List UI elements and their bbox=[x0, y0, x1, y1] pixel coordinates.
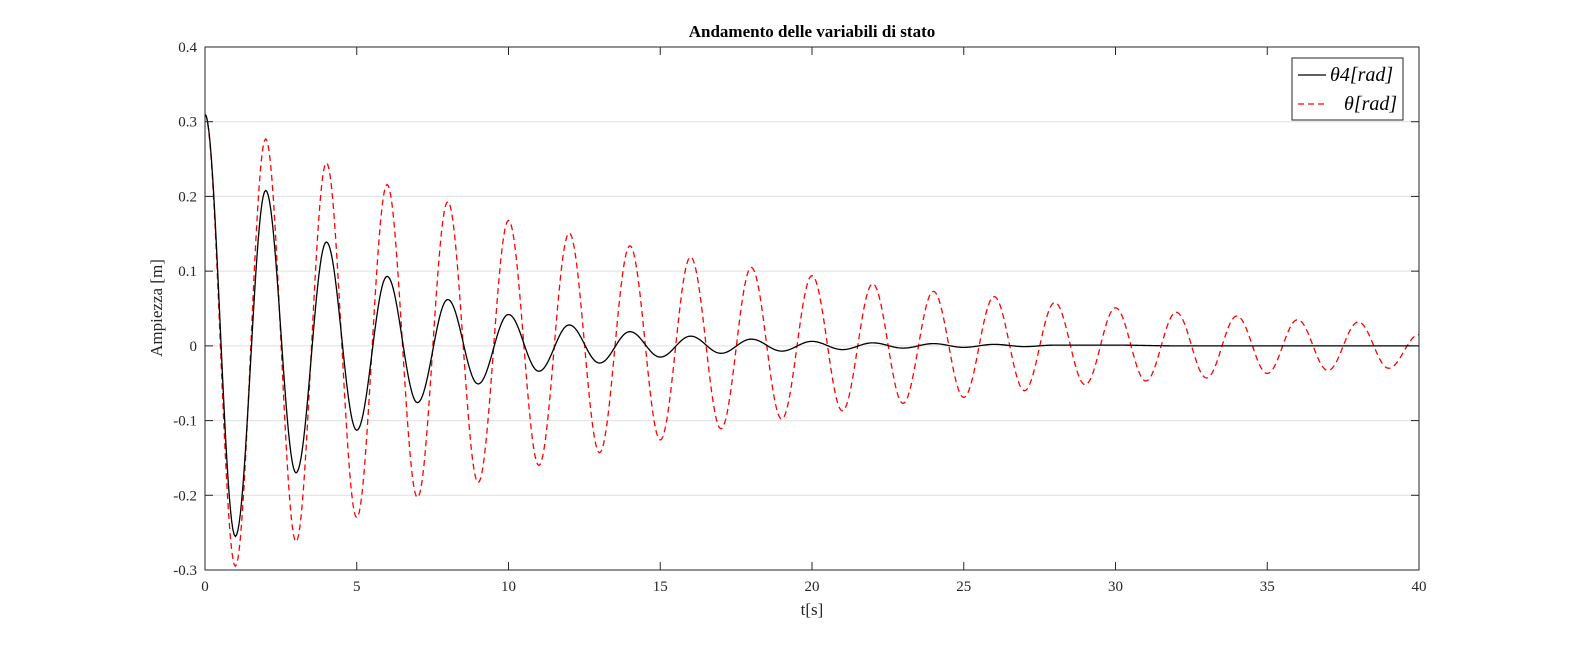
y-tick-label: 0 bbox=[190, 339, 198, 355]
grid bbox=[205, 121, 1419, 496]
y-tick-label: -0.3 bbox=[173, 563, 197, 579]
x-tick-label: 5 bbox=[353, 579, 361, 595]
x-tick-label: 25 bbox=[956, 579, 971, 595]
chart-title: Andamento delle variabili di stato bbox=[689, 22, 936, 41]
x-tick-label: 40 bbox=[1412, 579, 1427, 595]
series-line-theta bbox=[204, 113, 1420, 568]
y-tick-label: -0.2 bbox=[173, 488, 197, 504]
y-tick-label: 0.1 bbox=[178, 264, 197, 280]
ticks: -0.3 -0.2 -0.1 0 0.1 0.2 0.3 0.4 0 5 10 15 20 25 30 35 4… bbox=[173, 40, 1426, 595]
x-tick-label: 35 bbox=[1260, 579, 1275, 595]
x-axis-label: t[s] bbox=[801, 600, 824, 619]
x-tick-label: 0 bbox=[201, 579, 209, 595]
legend-entry-theta: θ[rad] bbox=[1344, 93, 1397, 115]
y-tick-label: -0.1 bbox=[173, 414, 197, 430]
series-line-theta4 bbox=[204, 113, 1419, 538]
series-layer bbox=[204, 113, 1420, 568]
y-tick-label: 0.4 bbox=[178, 40, 197, 56]
x-tick-label: 10 bbox=[501, 579, 516, 595]
y-axis-label: Ampiezza [m] bbox=[147, 259, 166, 357]
x-tick-label: 30 bbox=[1108, 579, 1123, 595]
legend: θ4[rad] θ[rad] bbox=[1291, 57, 1404, 121]
y-tick-label: 0.2 bbox=[178, 189, 197, 205]
x-tick-label: 15 bbox=[653, 579, 668, 595]
y-tick-label: 0.3 bbox=[178, 115, 197, 131]
legend-entry-theta4: θ4[rad] bbox=[1330, 64, 1393, 86]
legend-box bbox=[1291, 57, 1404, 121]
x-tick-label: 20 bbox=[805, 579, 820, 595]
